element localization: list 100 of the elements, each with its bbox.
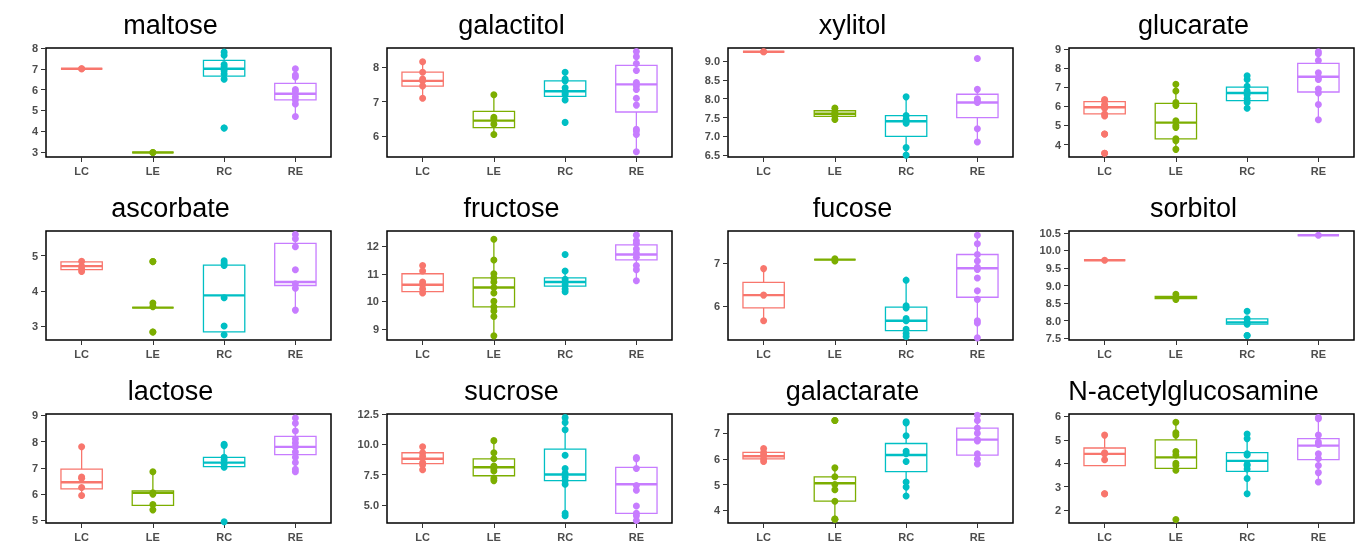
x-tick-label: LE [145, 347, 160, 360]
y-tick-label: 7.5 [363, 468, 379, 481]
y-tick-label: 9.0 [704, 55, 720, 68]
y-tick-label: 9 [1054, 42, 1061, 55]
x-tick-label: RE [287, 530, 304, 543]
x-tick-label: RE [628, 347, 645, 360]
y-tick-label: 8 [31, 42, 38, 54]
x-tick-label: LC [74, 530, 90, 543]
chart-title: glucarate [1137, 9, 1250, 40]
y-tick-label: 7 [1054, 81, 1061, 94]
chart-title: ascorbate [111, 192, 230, 223]
x-tick-label: LE [1168, 164, 1183, 177]
x-tick-label: LE [827, 164, 842, 177]
y-tick-label: 5 [31, 514, 38, 527]
x-tick-label: LE [145, 530, 160, 543]
y-tick-label: 10.5 [1039, 226, 1061, 239]
x-tick-label: RE [969, 530, 986, 543]
x-tick-label: RC [898, 530, 915, 543]
chart-title: galactitol [458, 9, 565, 40]
x-tick-label: LC [756, 530, 772, 543]
x-tick-label: RE [628, 530, 645, 543]
x-tick-label: RE [1310, 347, 1327, 360]
y-tick-label: 7 [31, 461, 38, 474]
x-tick-label: RE [1310, 530, 1327, 543]
y-tick-label: 8 [372, 61, 379, 74]
y-tick-label: 5 [1054, 433, 1061, 446]
x-tick-label: RE [287, 164, 304, 177]
y-tick-label: 8.0 [1045, 314, 1061, 327]
y-tick-label: 3 [31, 319, 38, 332]
chart-title: maltose [123, 9, 218, 40]
x-tick-label: LE [145, 164, 160, 177]
y-tick-label: 5 [713, 478, 720, 491]
x-tick-label: RC [1239, 530, 1256, 543]
y-tick-label: 10.0 [1039, 244, 1061, 257]
chart-title: fucose [812, 192, 893, 223]
y-tick-label: 9 [372, 322, 379, 335]
y-tick-label: 8 [1054, 62, 1061, 75]
chart-title: fructose [463, 192, 560, 223]
y-tick-label: 2 [1054, 504, 1061, 517]
y-tick-label: 6 [713, 299, 720, 312]
chart-title: lactose [127, 375, 214, 406]
y-tick-label: 4 [713, 504, 721, 517]
y-tick-label: 6 [31, 83, 38, 96]
y-tick-label: 5 [1054, 119, 1061, 132]
chart-title: N-acetylglucosamine [1068, 375, 1319, 406]
x-tick-label: RC [216, 164, 233, 177]
y-tick-label: 7 [31, 62, 38, 75]
x-tick-label: RC [557, 164, 574, 177]
y-tick-label: 4 [1054, 138, 1062, 151]
y-tick-label: 6 [1054, 100, 1061, 113]
x-tick-label: LE [486, 164, 501, 177]
chart-title: xylitol [818, 9, 887, 40]
y-tick-label: 10.0 [357, 438, 379, 451]
y-tick-label: 8.5 [1045, 297, 1061, 310]
y-tick-label: 4 [1054, 457, 1062, 470]
y-tick-label: 9.5 [1045, 261, 1061, 274]
y-tick-label: 4 [31, 284, 39, 297]
x-tick-label: RC [557, 530, 574, 543]
y-tick-label: 4 [31, 125, 39, 138]
y-tick-label: 7 [713, 257, 720, 270]
y-tick-label: 9 [31, 409, 38, 422]
x-tick-label: LE [1168, 530, 1183, 543]
y-tick-label: 6.5 [704, 149, 720, 162]
x-tick-label: RC [1239, 164, 1256, 177]
y-tick-label: 7 [713, 427, 720, 440]
x-tick-label: RC [557, 347, 574, 360]
x-tick-label: LC [415, 530, 431, 543]
x-tick-label: LE [827, 530, 842, 543]
x-tick-label: LC [1097, 164, 1113, 177]
x-tick-label: LE [486, 530, 501, 543]
x-tick-label: LE [486, 347, 501, 360]
chart-title: sucrose [464, 375, 559, 406]
x-tick-label: LC [756, 347, 772, 360]
y-tick-label: 6 [372, 130, 379, 143]
y-tick-label: 3 [31, 145, 38, 158]
x-tick-label: RE [628, 164, 645, 177]
y-tick-label: 7.0 [704, 130, 720, 143]
x-tick-label: LC [74, 347, 90, 360]
y-tick-label: 5 [31, 104, 38, 117]
y-tick-label: 9.0 [1045, 279, 1061, 292]
y-tick-label: 7.5 [1045, 332, 1061, 345]
y-tick-label: 8.0 [704, 92, 720, 105]
chart-title: sorbitol [1149, 192, 1238, 223]
y-tick-label: 11 [367, 267, 379, 280]
x-tick-label: RC [216, 347, 233, 360]
x-tick-label: LC [74, 164, 90, 177]
y-tick-label: 10 [366, 295, 379, 308]
y-tick-label: 5.0 [363, 498, 379, 511]
y-tick-label: 7.5 [704, 111, 720, 124]
x-tick-label: RC [898, 164, 915, 177]
y-tick-label: 12 [366, 240, 379, 253]
x-tick-label: RE [287, 347, 304, 360]
y-tick-label: 6 [31, 488, 38, 501]
x-tick-label: RC [1239, 347, 1256, 360]
x-tick-label: RE [969, 347, 986, 360]
y-tick-label: 3 [1054, 480, 1061, 493]
x-tick-label: RC [898, 347, 915, 360]
y-tick-label: 12.5 [357, 408, 379, 420]
y-tick-label: 6 [713, 452, 720, 465]
y-tick-label: 6 [1054, 410, 1061, 423]
